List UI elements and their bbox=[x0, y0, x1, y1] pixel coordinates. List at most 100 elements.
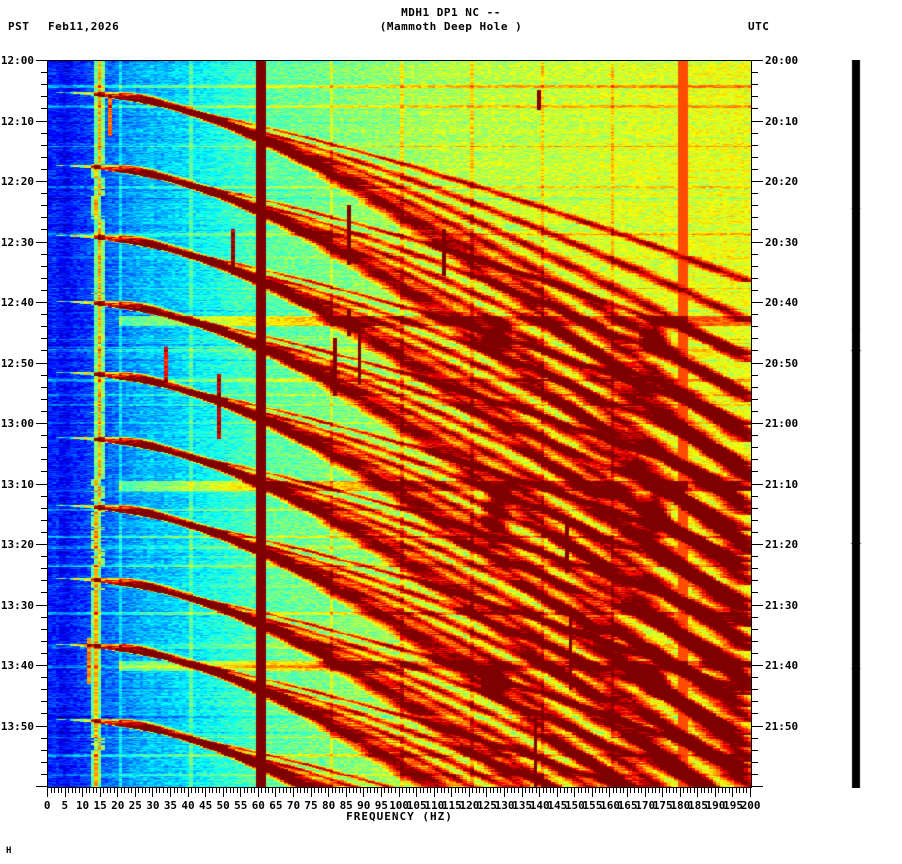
tick-minor bbox=[472, 788, 474, 793]
tick-minor bbox=[278, 788, 280, 793]
tick-minor bbox=[752, 640, 758, 642]
tick-minor bbox=[41, 326, 47, 328]
time-tick-label-utc: 21:50 bbox=[765, 719, 799, 733]
tick-minor bbox=[752, 749, 758, 751]
frequency-tick-label: 75 bbox=[304, 799, 318, 812]
tick-minor bbox=[752, 689, 758, 691]
tick-minor bbox=[127, 788, 129, 793]
tick-minor bbox=[584, 788, 586, 793]
tick-major bbox=[752, 604, 763, 606]
tick-major bbox=[328, 788, 330, 797]
tick-minor bbox=[359, 788, 361, 793]
tick-minor bbox=[735, 788, 737, 793]
tick-minor bbox=[229, 788, 231, 793]
time-tick-label-pst: 13:40 bbox=[0, 659, 34, 672]
frequency-tick-label: 160 bbox=[600, 799, 620, 812]
tick-minor bbox=[41, 761, 47, 763]
tick-minor bbox=[496, 788, 498, 793]
tick-minor bbox=[41, 168, 47, 170]
tick-major bbox=[752, 181, 763, 182]
tick-minor bbox=[567, 788, 569, 793]
tick-minor bbox=[612, 788, 614, 793]
tick-minor bbox=[752, 507, 758, 509]
tick-major bbox=[240, 788, 242, 797]
tick-minor bbox=[41, 253, 47, 255]
tick-major bbox=[222, 788, 224, 797]
tick-major bbox=[750, 788, 751, 797]
tick-minor bbox=[672, 788, 674, 793]
tick-minor bbox=[394, 788, 396, 793]
tick-minor bbox=[752, 410, 758, 412]
tick-minor bbox=[173, 788, 175, 793]
tick-minor bbox=[377, 788, 379, 793]
tick-minor bbox=[752, 628, 758, 630]
tick-minor bbox=[405, 788, 407, 793]
frequency-tick-label: 85 bbox=[339, 799, 353, 812]
tick-major bbox=[732, 788, 734, 797]
tick-minor bbox=[707, 788, 709, 793]
tick-minor bbox=[454, 788, 456, 793]
tick-minor bbox=[271, 788, 273, 793]
tick-minor bbox=[41, 435, 47, 437]
tick-major bbox=[468, 788, 470, 797]
tick-minor bbox=[303, 788, 305, 793]
tick-minor bbox=[41, 350, 47, 352]
frequency-tick-label: 80 bbox=[322, 799, 336, 812]
seismogram-trace bbox=[845, 60, 867, 788]
tick-minor bbox=[41, 144, 47, 146]
tick-minor bbox=[752, 96, 758, 98]
tick-minor bbox=[356, 788, 358, 793]
tick-minor bbox=[419, 788, 421, 793]
spectrogram-plot[interactable] bbox=[47, 60, 752, 788]
tick-minor bbox=[595, 788, 597, 793]
tick-major bbox=[714, 788, 716, 797]
time-tick-label-utc: 20:10 bbox=[765, 114, 799, 128]
tick-minor bbox=[752, 265, 758, 267]
tick-minor bbox=[201, 788, 203, 793]
tick-minor bbox=[752, 701, 758, 703]
tick-minor bbox=[637, 788, 639, 793]
tick-major bbox=[117, 788, 119, 797]
tick-minor bbox=[690, 788, 692, 793]
tick-minor bbox=[226, 788, 228, 793]
tick-minor bbox=[68, 788, 70, 793]
tick-minor bbox=[41, 507, 47, 509]
tick-minor bbox=[307, 788, 309, 793]
tick-minor bbox=[247, 788, 249, 793]
frequency-tick-label: 140 bbox=[529, 799, 550, 812]
tick-major bbox=[380, 788, 382, 797]
tick-minor bbox=[141, 788, 143, 793]
tick-minor bbox=[518, 788, 519, 793]
time-tick-label-utc: 20:20 bbox=[765, 175, 799, 188]
tick-major bbox=[363, 788, 365, 797]
tick-major bbox=[36, 483, 47, 485]
tick-major bbox=[64, 788, 66, 797]
tick-minor bbox=[437, 788, 439, 793]
time-tick-label-pst: 13:30 bbox=[0, 598, 34, 612]
time-axis-utc: 20:00 20:10 20:20 20:30 20:40 20:50 21:00 21:10… bbox=[752, 54, 812, 790]
tick-minor bbox=[41, 265, 47, 267]
tick-major bbox=[36, 665, 47, 666]
tick-minor bbox=[752, 156, 758, 158]
tick-minor bbox=[41, 410, 47, 412]
tick-minor bbox=[752, 592, 758, 594]
frequency-tick-label: 125 bbox=[477, 799, 497, 812]
tick-minor bbox=[686, 788, 688, 793]
time-tick-label-pst: 12:10 bbox=[0, 114, 34, 128]
tick-minor bbox=[553, 788, 555, 793]
tick-minor bbox=[289, 788, 291, 793]
tick-minor bbox=[41, 217, 47, 219]
tick-minor bbox=[752, 326, 758, 328]
tick-minor bbox=[752, 193, 758, 195]
frequency-tick-label: 35 bbox=[163, 799, 178, 812]
tick-minor bbox=[41, 289, 47, 291]
tick-minor bbox=[41, 132, 47, 134]
tick-minor bbox=[96, 788, 98, 793]
tick-major bbox=[644, 788, 646, 797]
tick-major bbox=[752, 120, 763, 122]
time-tick-label-utc: 21:30 bbox=[765, 598, 799, 612]
tick-minor bbox=[41, 689, 47, 691]
frequency-tick-label: 45 bbox=[198, 799, 213, 812]
tick-minor bbox=[651, 788, 653, 793]
tick-minor bbox=[180, 788, 182, 793]
